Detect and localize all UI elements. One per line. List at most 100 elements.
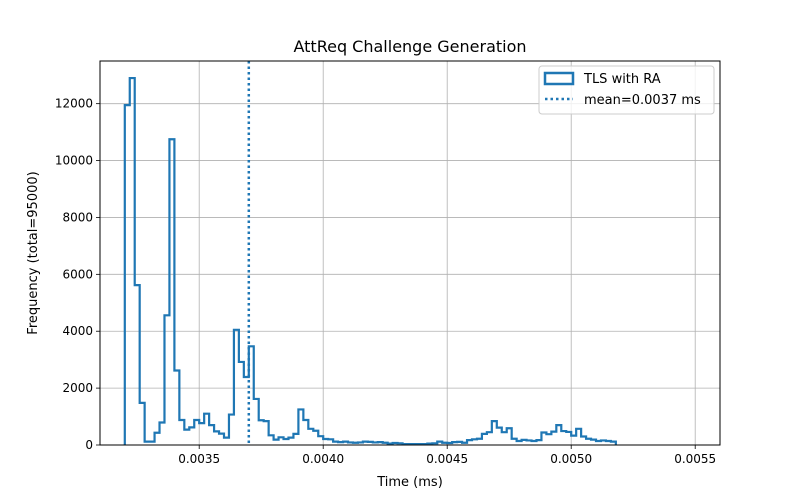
histogram-bin bbox=[288, 438, 293, 445]
histogram-bin bbox=[566, 432, 571, 445]
histogram-bin bbox=[125, 105, 130, 445]
plot-frame bbox=[99, 60, 721, 446]
histogram-bin bbox=[571, 436, 576, 445]
histogram-bin bbox=[199, 423, 204, 445]
histogram-bin bbox=[536, 440, 541, 445]
plot-area bbox=[123, 61, 617, 446]
y-tick-label: 10000 bbox=[55, 154, 93, 168]
histogram-bin bbox=[596, 441, 601, 445]
legend-swatch-histogram bbox=[543, 71, 575, 86]
histogram-bin bbox=[502, 432, 507, 445]
histogram-bin bbox=[298, 409, 303, 445]
x-tick-label: 0.0045 bbox=[426, 452, 468, 466]
x-tick-label: 0.0035 bbox=[178, 452, 220, 466]
histogram-bin bbox=[145, 442, 150, 445]
histogram-bin bbox=[333, 442, 338, 445]
x-tick-label: 0.0040 bbox=[302, 452, 344, 466]
histogram-bin bbox=[140, 403, 145, 445]
histogram-bin bbox=[507, 428, 512, 445]
grid-lines bbox=[100, 61, 720, 446]
histogram-bin bbox=[551, 432, 556, 445]
histogram-bin bbox=[313, 431, 318, 445]
axis-ticks: 0.0035 0.0040 0.0045 0.0050 0.0055 0 2000 4000 6… bbox=[55, 97, 716, 466]
chart-title: AttReq Challenge Generation bbox=[293, 37, 526, 56]
histogram-step-line bbox=[123, 76, 617, 446]
histogram-bin bbox=[135, 285, 140, 445]
histogram-bin bbox=[522, 440, 527, 445]
histogram-bin bbox=[174, 370, 179, 445]
histogram-bin bbox=[323, 439, 328, 445]
histogram-bin bbox=[611, 442, 616, 445]
histogram-bin bbox=[556, 425, 561, 445]
histogram-bin bbox=[591, 440, 596, 445]
histogram-bin bbox=[160, 423, 165, 445]
histogram-bin bbox=[437, 442, 442, 445]
histogram-bin bbox=[328, 439, 333, 445]
histogram-bin bbox=[586, 439, 591, 445]
histogram-bin bbox=[303, 420, 308, 445]
histogram-bin bbox=[219, 434, 224, 445]
histogram-bin bbox=[472, 439, 477, 445]
histogram-bin bbox=[224, 438, 229, 445]
histogram-bin bbox=[164, 315, 169, 445]
histogram-bin bbox=[308, 429, 313, 445]
legend: TLS with RA mean=0.0037 ms bbox=[538, 65, 715, 115]
histogram-bin bbox=[209, 425, 214, 445]
x-tick-label: 0.0050 bbox=[550, 452, 592, 466]
histogram-bin bbox=[284, 439, 289, 445]
histogram-bin bbox=[184, 430, 189, 445]
histogram-bin bbox=[194, 420, 199, 445]
histogram-bin bbox=[259, 420, 264, 445]
histogram-bin bbox=[204, 414, 209, 445]
histogram-bin bbox=[214, 431, 219, 445]
y-tick-label: 8000 bbox=[62, 210, 93, 224]
histogram-bin bbox=[482, 434, 487, 445]
histogram-bin bbox=[229, 415, 234, 445]
legend-label-mean: mean=0.0037 ms bbox=[584, 93, 701, 108]
histogram-bin bbox=[239, 362, 244, 445]
histogram-bin bbox=[234, 330, 239, 445]
histogram-bin bbox=[343, 442, 348, 445]
histogram-bin bbox=[492, 421, 497, 445]
histogram-bin bbox=[155, 433, 160, 445]
histogram-bin bbox=[467, 440, 472, 445]
histogram-bin bbox=[269, 435, 274, 445]
histogram-bin bbox=[293, 434, 298, 445]
histogram-bin bbox=[264, 421, 269, 445]
histogram-bin bbox=[150, 442, 155, 445]
histogram-bin bbox=[169, 139, 174, 445]
histogram-bin bbox=[527, 440, 532, 445]
histogram-bin bbox=[179, 420, 184, 445]
y-tick-label: 4000 bbox=[62, 324, 93, 338]
y-tick-label: 12000 bbox=[55, 97, 93, 111]
histogram-bin bbox=[363, 442, 368, 445]
histogram-bin bbox=[497, 428, 502, 445]
y-tick-label: 2000 bbox=[62, 381, 93, 395]
histogram-bin bbox=[477, 439, 482, 445]
histogram-bin bbox=[606, 441, 611, 445]
histogram-bin bbox=[581, 436, 586, 445]
histogram-bin bbox=[189, 427, 194, 445]
y-tick-label: 0 bbox=[85, 438, 93, 452]
x-tick-label: 0.0055 bbox=[674, 452, 716, 466]
legend-box bbox=[538, 65, 715, 115]
histogram-bin bbox=[274, 440, 279, 445]
histogram-bin bbox=[601, 440, 606, 445]
y-axis-label: Frequency (total=95000) bbox=[26, 171, 41, 334]
histogram-bin bbox=[318, 436, 323, 445]
histogram-bin bbox=[546, 434, 551, 445]
histogram-bin bbox=[487, 432, 492, 445]
histogram-bin bbox=[576, 429, 581, 445]
histogram-bin bbox=[532, 441, 537, 445]
histogram-bin bbox=[541, 432, 546, 445]
legend-label-series: TLS with RA bbox=[583, 72, 661, 87]
y-tick-label: 6000 bbox=[62, 267, 93, 281]
histogram-bin bbox=[279, 437, 284, 445]
histogram-bin bbox=[561, 431, 566, 445]
x-axis-label: Time (ms) bbox=[376, 475, 443, 490]
histogram-bin bbox=[517, 441, 522, 445]
histogram-bin bbox=[512, 439, 517, 445]
histogram-bin bbox=[130, 78, 135, 445]
